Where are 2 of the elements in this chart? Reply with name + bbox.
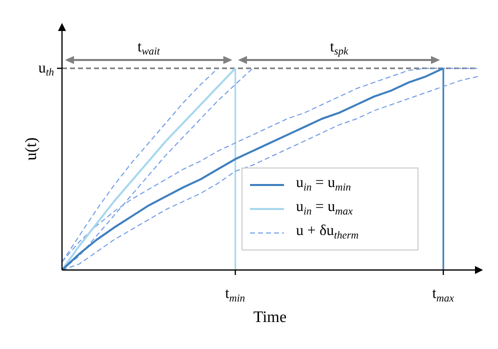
y-axis-title: u(t) (23, 137, 40, 161)
x-axis-title: Time (253, 309, 287, 326)
